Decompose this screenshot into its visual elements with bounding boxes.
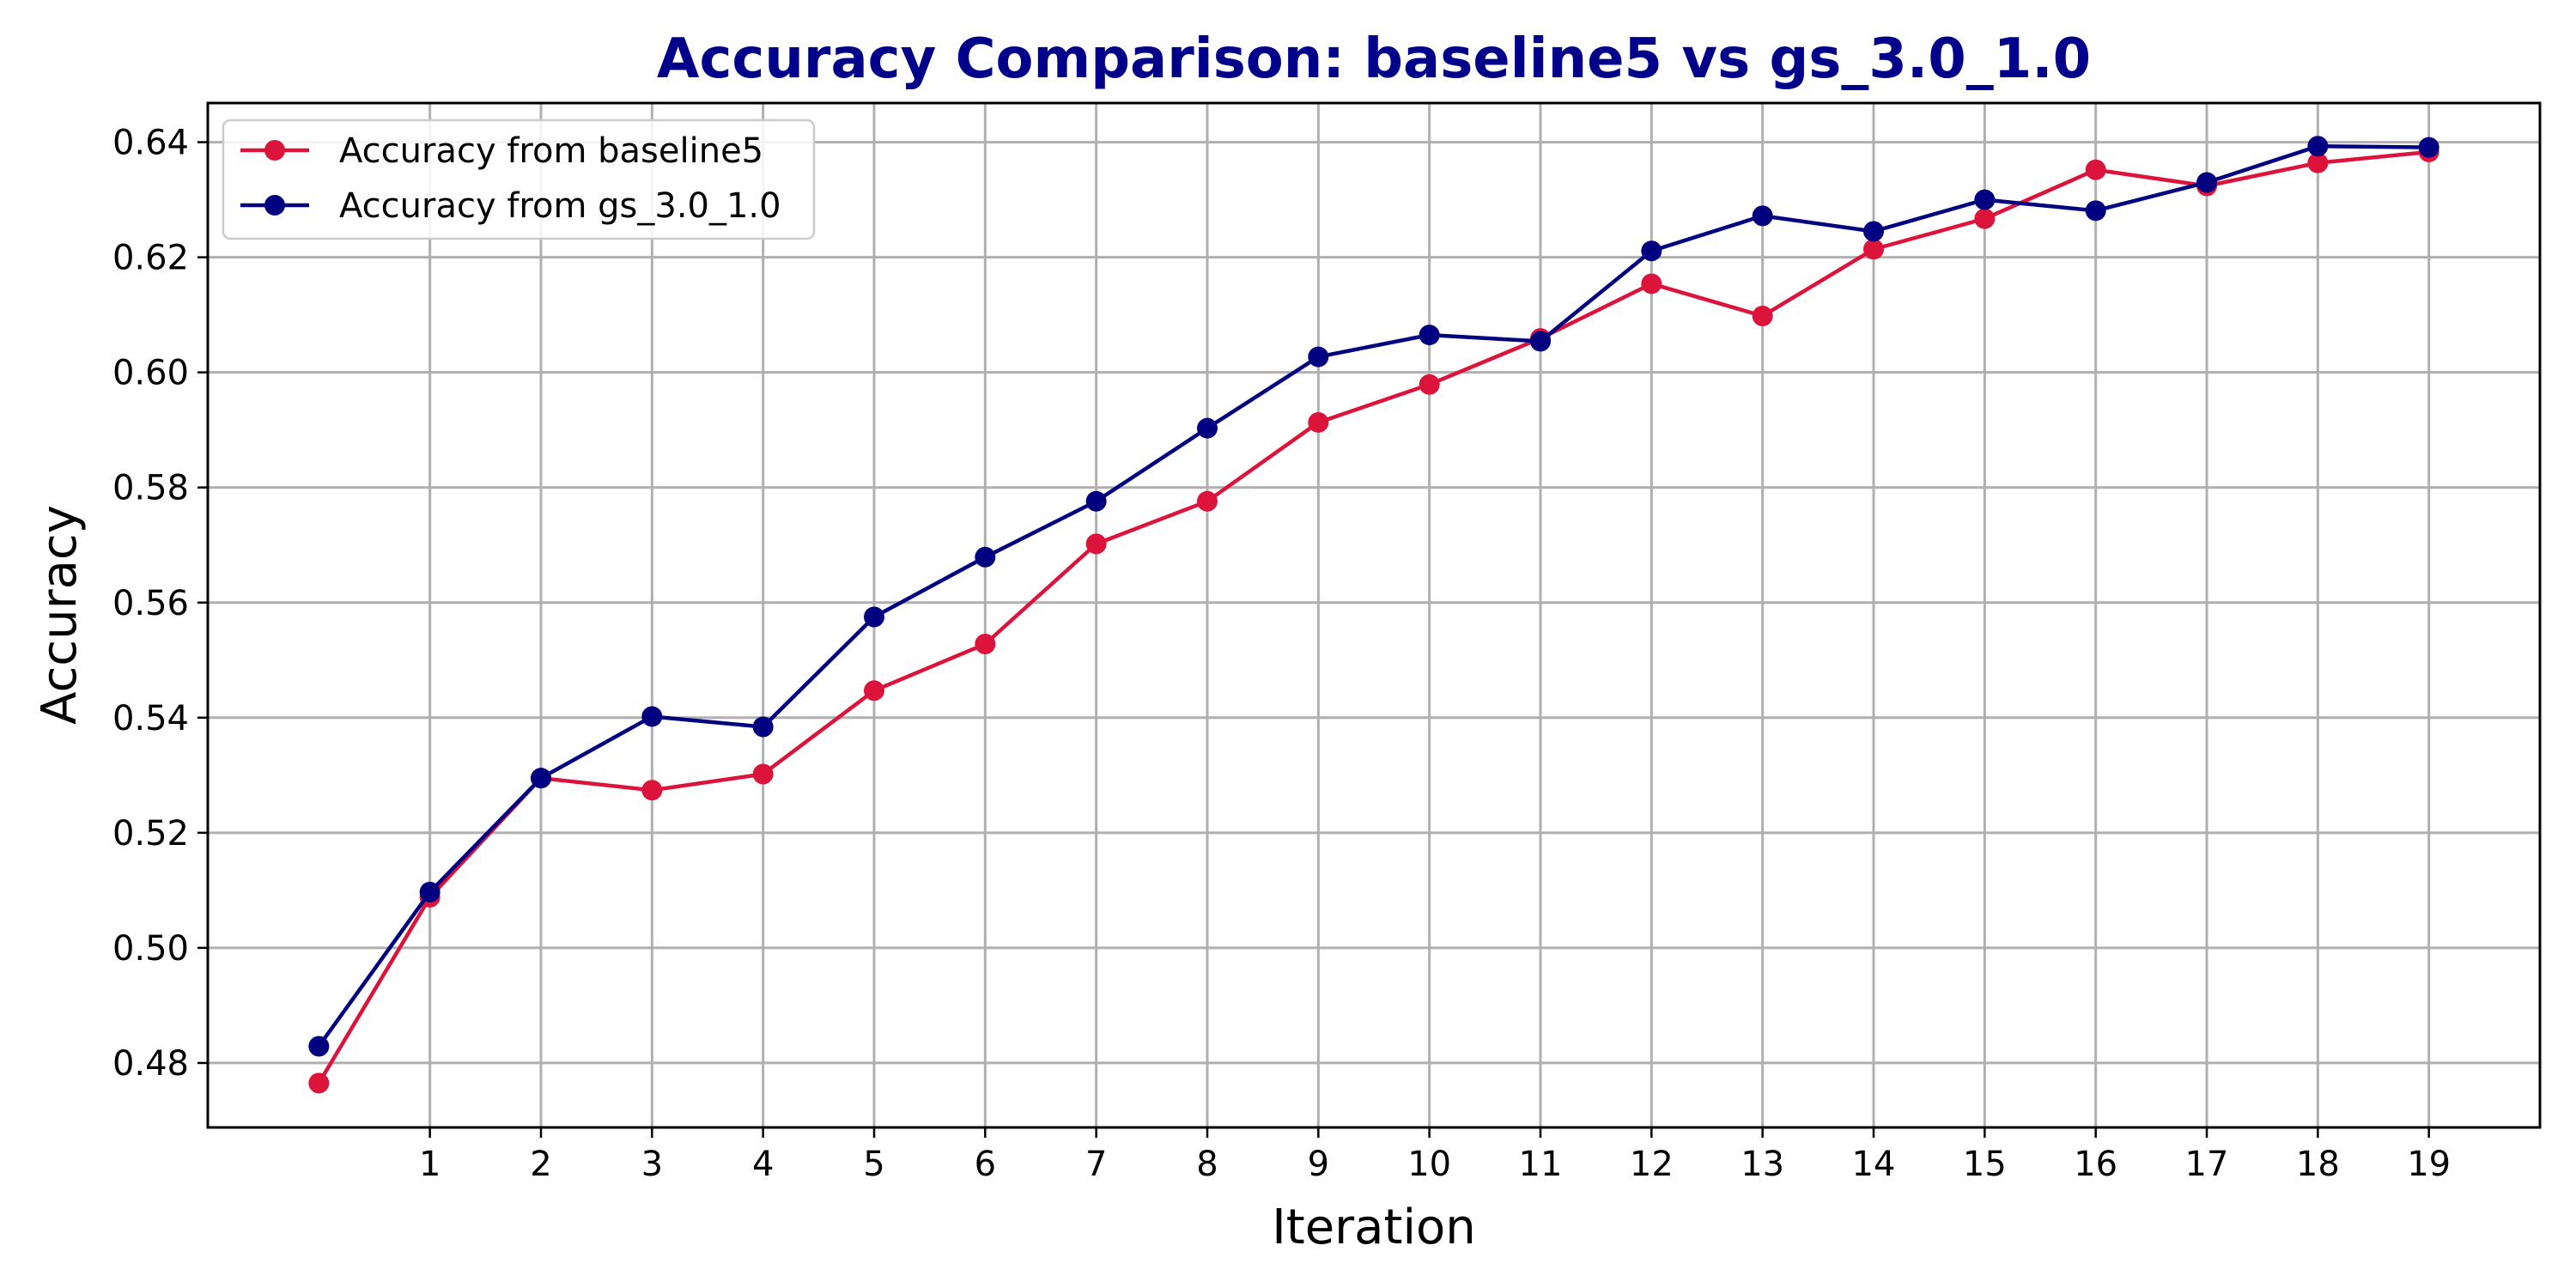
x-tick-label: 12 bbox=[1630, 1145, 1674, 1184]
series-line bbox=[317, 149, 2429, 1084]
legend: Accuracy from baseline5 Accuracy from gs_… bbox=[222, 118, 816, 240]
legend-label: Accuracy from gs_3.0_1.0 bbox=[339, 186, 781, 226]
data-point bbox=[1641, 273, 1662, 295]
data-point bbox=[1752, 305, 1773, 326]
data-point bbox=[531, 768, 551, 789]
data-point bbox=[1974, 189, 1996, 210]
grid bbox=[208, 103, 2540, 1127]
legend-box bbox=[222, 118, 816, 240]
data-point bbox=[1641, 240, 1662, 262]
x-tick-label: 19 bbox=[2407, 1145, 2451, 1184]
x-tick-label: 14 bbox=[1852, 1145, 1896, 1184]
data-point bbox=[1863, 239, 1884, 260]
x-tick-label: 9 bbox=[1308, 1145, 1329, 1184]
data-point bbox=[752, 763, 774, 785]
x-tick-label: 4 bbox=[752, 1145, 774, 1184]
data-point bbox=[1419, 325, 1440, 346]
y-tick-label: 0.48 bbox=[112, 1044, 189, 1084]
data-point bbox=[2418, 137, 2439, 158]
series-2 bbox=[308, 136, 2439, 1057]
y-tick-label: 0.62 bbox=[112, 239, 189, 278]
data-point bbox=[1974, 208, 1996, 229]
y-tick-label: 0.64 bbox=[112, 124, 189, 163]
data-point bbox=[641, 780, 663, 801]
x-tick-label: 8 bbox=[1196, 1145, 1218, 1184]
y-tick-label: 0.50 bbox=[112, 929, 189, 969]
series-line bbox=[317, 144, 2429, 1048]
data-point bbox=[864, 606, 884, 628]
data-point bbox=[2085, 200, 2106, 222]
data-point bbox=[308, 1036, 330, 1057]
x-tick-label: 1 bbox=[419, 1145, 440, 1184]
x-tick-label: 6 bbox=[975, 1145, 996, 1184]
x-tick-label: 11 bbox=[1519, 1145, 1563, 1184]
data-point bbox=[752, 716, 774, 738]
data-point bbox=[1308, 411, 1329, 433]
legend-marker bbox=[264, 140, 285, 161]
x-tick-label: 13 bbox=[1741, 1145, 1784, 1184]
data-point bbox=[1085, 533, 1107, 555]
x-axis-label: Iteration bbox=[1272, 1200, 1476, 1255]
data-point bbox=[2307, 152, 2329, 173]
plot-frame bbox=[206, 101, 2542, 1129]
series-1 bbox=[308, 141, 2439, 1094]
x-tick-label: 5 bbox=[863, 1145, 884, 1184]
chart-title: Accuracy Comparison: baseline5 vs gs_3.0… bbox=[657, 27, 2091, 91]
data-point bbox=[2085, 159, 2106, 180]
y-tick-label: 0.54 bbox=[112, 699, 189, 738]
x-tick-label: 17 bbox=[2185, 1145, 2229, 1184]
y-tick-label: 0.52 bbox=[112, 814, 189, 854]
data-point bbox=[1197, 417, 1218, 439]
data-point bbox=[975, 634, 996, 655]
x-tick-label: 18 bbox=[2296, 1145, 2340, 1184]
series-layer bbox=[308, 136, 2439, 1094]
data-point bbox=[864, 680, 884, 702]
x-tick-label: 3 bbox=[641, 1145, 663, 1184]
data-point bbox=[1197, 490, 1218, 512]
x-tick-label: 15 bbox=[1963, 1145, 2007, 1184]
data-point bbox=[641, 706, 663, 727]
data-point bbox=[2196, 172, 2217, 193]
x-tick-label: 10 bbox=[1407, 1145, 1451, 1184]
axis-ticks: 1 2 3 4 5 6 7 8 9 10 11 12 13 14 15 16 17 18 190.480.500.5… bbox=[112, 124, 2451, 1184]
y-tick-label: 0.58 bbox=[112, 469, 189, 508]
data-point bbox=[1752, 205, 1773, 227]
data-point bbox=[419, 881, 440, 902]
data-point bbox=[1863, 221, 1884, 242]
x-tick-label: 2 bbox=[530, 1145, 551, 1184]
data-point bbox=[1530, 331, 1551, 352]
legend-marker bbox=[264, 195, 285, 216]
data-point bbox=[308, 1072, 330, 1094]
x-tick-label: 7 bbox=[1085, 1145, 1107, 1184]
y-tick-label: 0.60 bbox=[112, 354, 189, 393]
data-point bbox=[1419, 374, 1440, 395]
data-point bbox=[1085, 490, 1107, 512]
y-axis-label: Accuracy bbox=[32, 505, 88, 725]
legend-label: Accuracy from baseline5 bbox=[339, 131, 763, 171]
data-point bbox=[2307, 136, 2329, 157]
data-point bbox=[975, 546, 996, 568]
x-tick-label: 16 bbox=[2074, 1145, 2117, 1184]
data-point bbox=[1308, 346, 1329, 368]
y-tick-label: 0.56 bbox=[112, 584, 189, 623]
